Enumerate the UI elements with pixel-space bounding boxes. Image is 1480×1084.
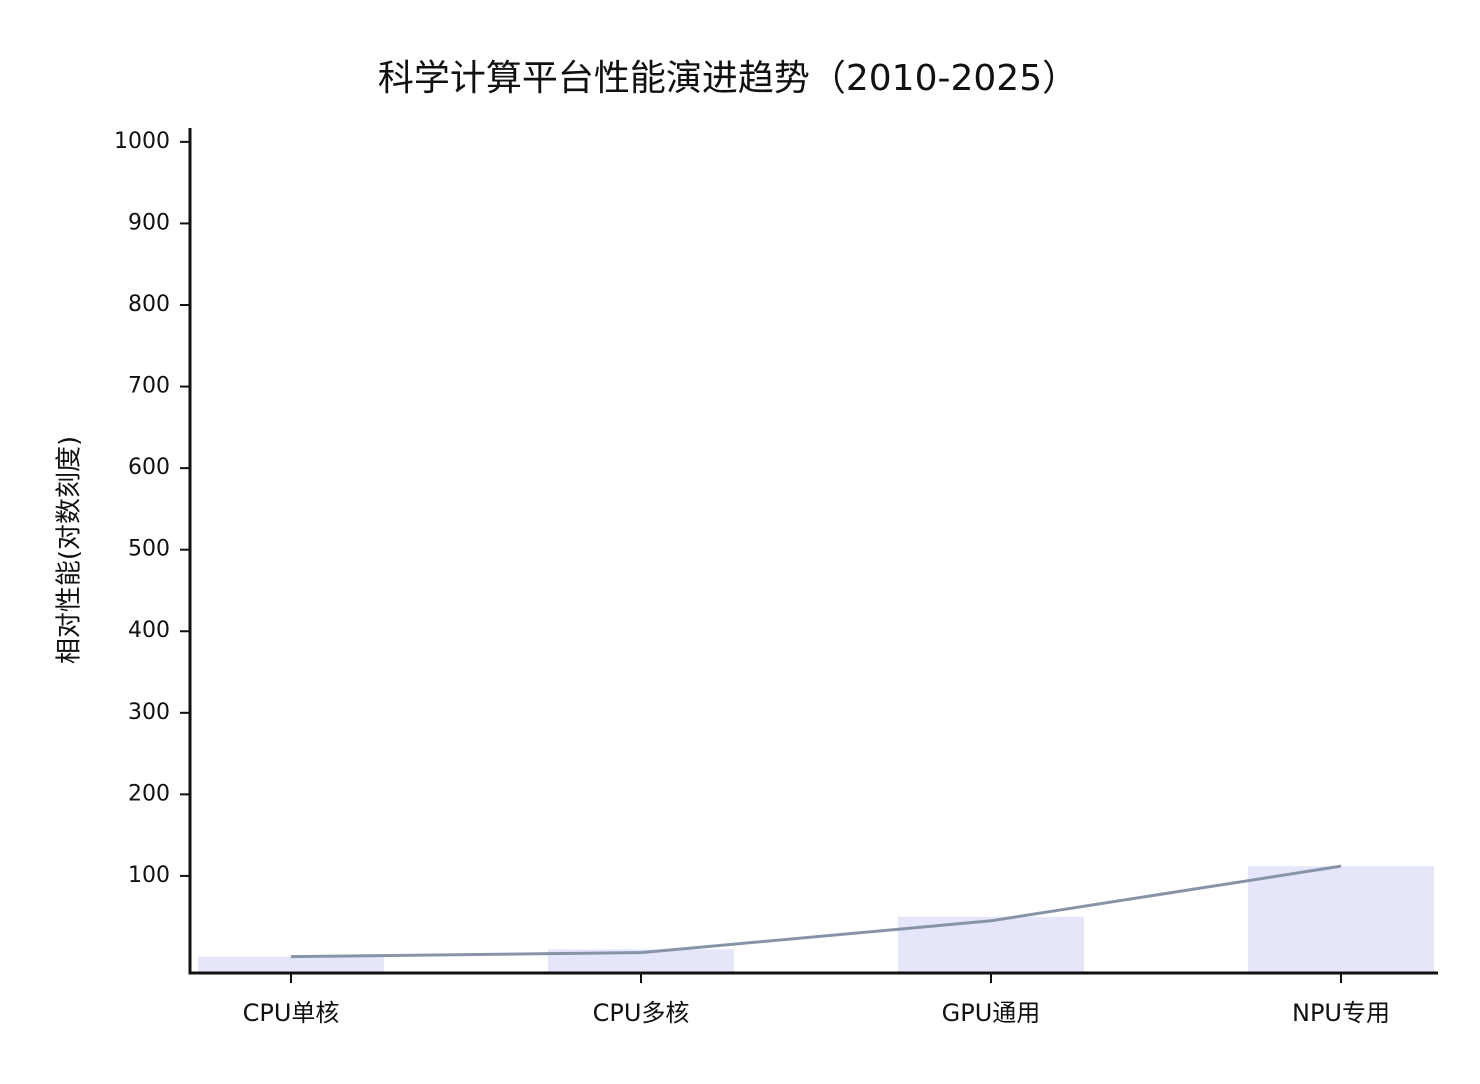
y-axis-label: 相对性能(对数刻度)	[55, 436, 85, 664]
bar	[1248, 866, 1434, 973]
y-tick-label: 500	[128, 537, 170, 562]
y-tick-label: 900	[128, 210, 170, 235]
y-tick-label: 100	[128, 863, 170, 888]
chart-title: 科学计算平台性能演进趋势（2010-2025）	[378, 58, 1078, 99]
bar	[198, 956, 384, 973]
x-tick-label: CPU多核	[593, 999, 690, 1027]
y-tick-label: 1000	[114, 129, 170, 154]
bar	[898, 916, 1084, 973]
y-tick-label: 400	[128, 618, 170, 643]
y-tick-label: 600	[128, 455, 170, 480]
x-tick-label: CPU单核	[243, 999, 340, 1027]
x-tick-label: GPU通用	[942, 999, 1041, 1027]
line	[290, 864, 1342, 959]
y-tick-label: 200	[128, 781, 170, 806]
bar	[548, 949, 734, 973]
y-tick-label: 700	[128, 374, 170, 399]
x-tick-label: NPU专用	[1292, 999, 1390, 1027]
y-tick-label: 800	[128, 292, 170, 317]
y-tick-label: 300	[128, 700, 170, 725]
